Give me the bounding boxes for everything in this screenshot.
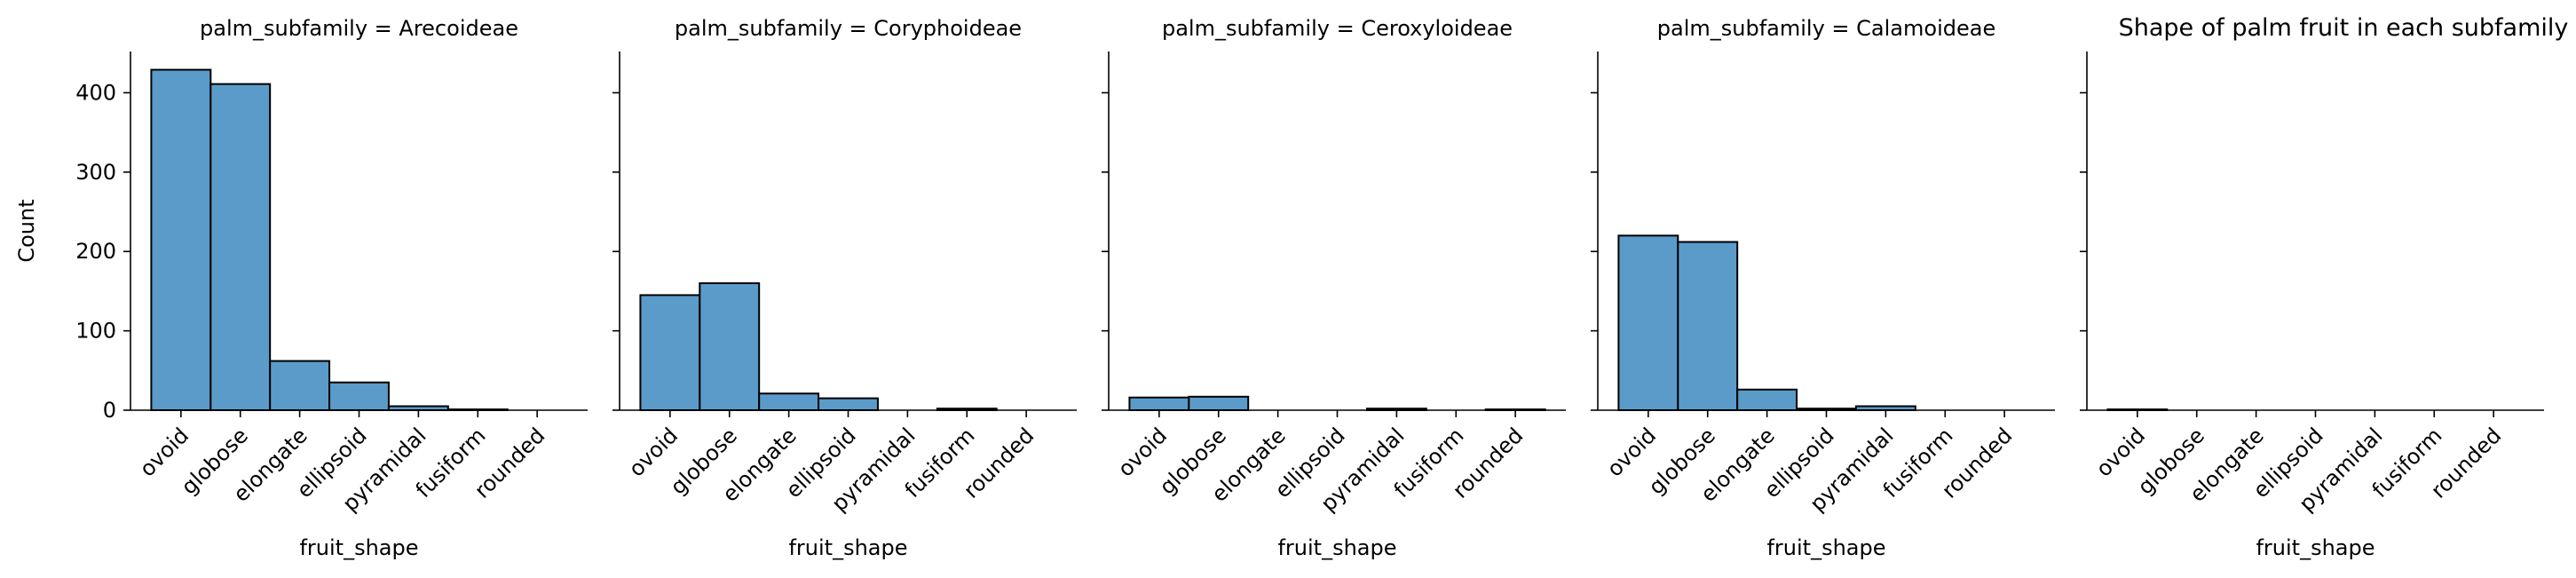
x-axis-label-2: fruit_shape — [788, 535, 907, 560]
x-axis-label-4: fruit_shape — [1766, 535, 1885, 560]
bar-3-ovoid — [1128, 396, 1190, 412]
bar-1-ellipsoid — [328, 381, 390, 412]
bar-3-globose — [1188, 395, 1250, 411]
x-axis-label-5: fruit_shape — [2256, 535, 2375, 560]
bar-4-elongate — [1736, 388, 1798, 411]
bar-2-ellipsoid — [818, 397, 879, 412]
y-tick-label-200: 200 — [75, 239, 116, 264]
x-axis-label-1: fruit_shape — [299, 535, 418, 560]
bar-4-ovoid — [1617, 234, 1679, 411]
y-tick-label-0: 0 — [103, 398, 116, 423]
bar-2-globose — [699, 281, 761, 411]
y-tick-label-300: 300 — [75, 160, 116, 185]
y-tick-label-400: 400 — [75, 80, 116, 105]
bar-2-elongate — [758, 392, 820, 412]
bar-4-globose — [1677, 241, 1739, 411]
y-tick-label-100: 100 — [75, 319, 116, 344]
bar-1-elongate — [269, 360, 331, 412]
facet-label-2: palm_subfamily = Coryphoideae — [675, 16, 1022, 41]
facet-label-1: palm_subfamily = Arecoideae — [200, 16, 518, 41]
x-axis-label-3: fruit_shape — [1277, 535, 1396, 560]
chart-title: Shape of palm fruit in each subfamily — [2119, 14, 2569, 42]
y-axis-label: Count — [14, 199, 39, 262]
facet-label-3: palm_subfamily = Ceroxyloideae — [1162, 16, 1513, 41]
facet-label-4: palm_subfamily = Calamoideae — [1657, 16, 1995, 41]
bar-1-ovoid — [150, 68, 212, 411]
bar-2-ovoid — [639, 294, 701, 411]
bar-1-globose — [209, 83, 272, 411]
